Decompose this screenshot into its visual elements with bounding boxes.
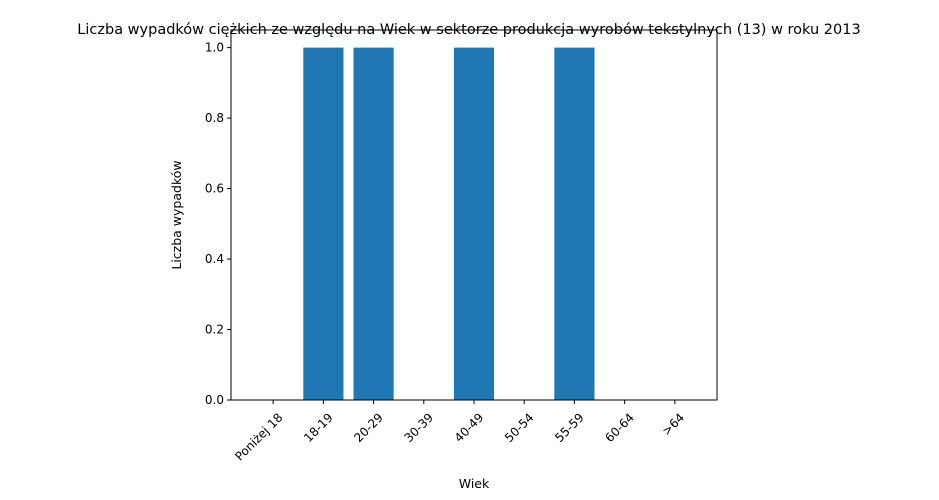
x-tick-label: >64 [659,410,687,438]
y-tick-label: 0.0 [205,393,224,407]
x-tick-label: 40-49 [452,410,487,445]
y-tick-label: 0.6 [205,182,224,196]
x-tick-label: Poniżej 18 [232,410,285,463]
plot-area: 0.0 0.2 0.4 0.6 0.8 1.0 Poniżej 18 18-19 20-29 30… [205,29,718,464]
x-tick-label: 30-39 [402,410,437,445]
y-axis-label: Liczba wypadków [169,160,184,269]
x-tick-label: 18-19 [301,410,336,445]
x-axis-label: Wiek [459,476,490,491]
y-tick-label: 1.0 [205,41,224,55]
x-tick-label: 20-29 [351,410,386,445]
x-tick-label: 50-54 [502,410,537,445]
bar-20-29 [353,47,394,401]
x-tick-label: 60-64 [602,410,637,445]
bar-40-49 [453,47,495,401]
bar-55-59 [554,47,595,401]
x-tick-label: 55-59 [552,410,587,445]
bar-18-19 [303,47,344,401]
y-tick-label: 0.4 [205,252,224,266]
y-tick-label: 0.2 [205,323,224,337]
y-tick-label: 0.8 [205,111,224,125]
